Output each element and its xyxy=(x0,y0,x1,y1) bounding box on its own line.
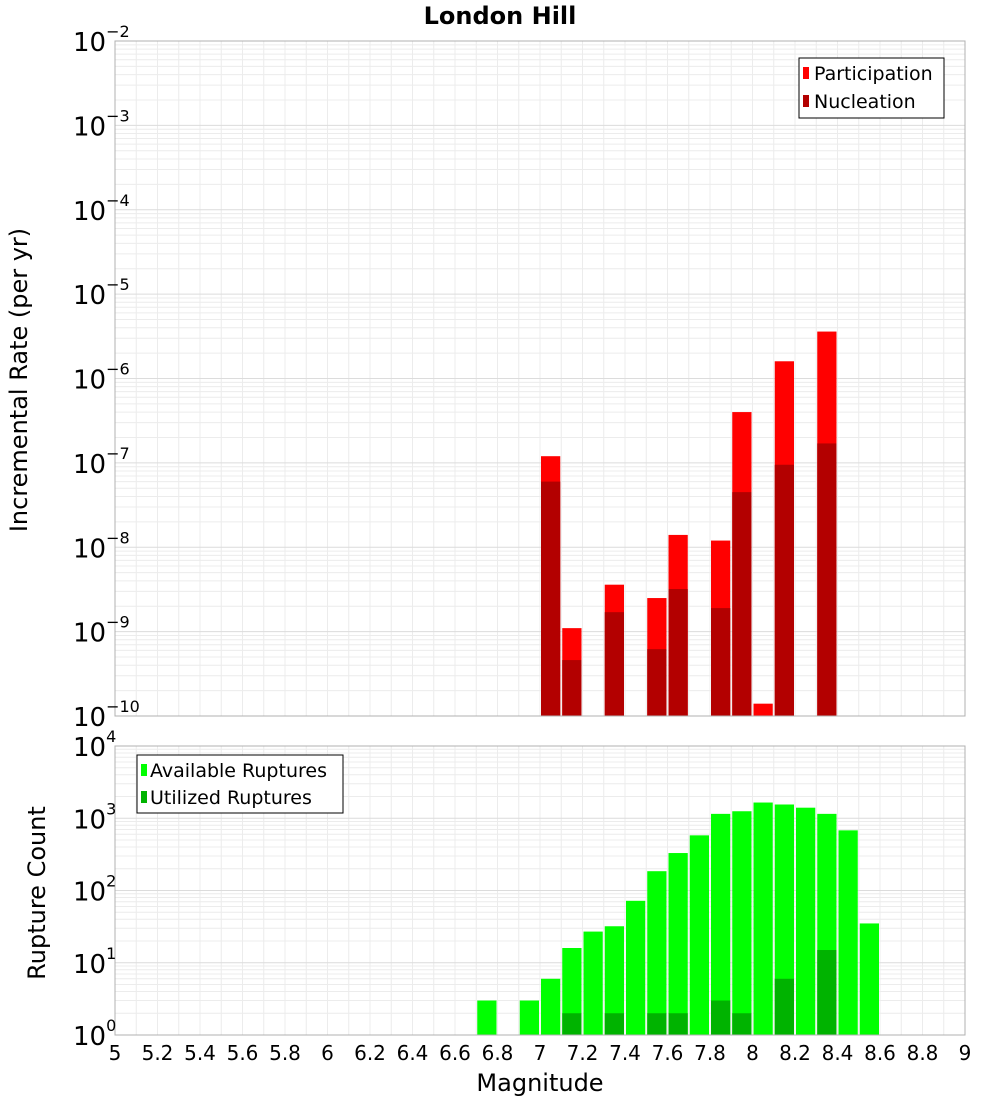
bar-utilized-ruptures-7.15 xyxy=(562,1013,582,1035)
x-axis-label: Magnitude xyxy=(476,1069,603,1097)
top-y-tick-label: 10−7 xyxy=(73,444,130,480)
x-tick-label: 5.6 xyxy=(227,1041,259,1065)
x-tick-label: 8.4 xyxy=(822,1041,854,1065)
bar-available-ruptures-7.25 xyxy=(583,931,603,1035)
top-y-axis-label: Incremental Rate (per yr) xyxy=(5,228,33,532)
bar-available-ruptures-8.45 xyxy=(838,830,858,1035)
x-tick-label: 6 xyxy=(321,1041,334,1065)
bar-nucleation-7.35 xyxy=(604,612,624,716)
bar-nucleation-7.65 xyxy=(668,589,688,716)
top-bars xyxy=(541,331,837,716)
x-tick-label: 7.6 xyxy=(652,1041,684,1065)
legend-swatch-utilized xyxy=(141,791,147,803)
bottom-y-axis-label: Rupture Count xyxy=(23,806,51,980)
bar-available-ruptures-6.95 xyxy=(519,1000,539,1035)
x-tick-label: 5.8 xyxy=(269,1041,301,1065)
top-y-tick-label: 10−6 xyxy=(73,360,130,396)
bar-available-ruptures-8.15 xyxy=(774,804,794,1035)
legend-swatch-participation xyxy=(803,67,809,79)
bottom-plot-frame xyxy=(114,745,966,1036)
x-tick-label: 5 xyxy=(109,1041,122,1065)
top-plot-frame xyxy=(114,40,966,717)
x-tick-label: 7.4 xyxy=(609,1041,641,1065)
top-y-tick-label: 10−5 xyxy=(73,275,130,311)
bar-available-ruptures-7.75 xyxy=(689,835,709,1035)
top-y-tick-label: 10−3 xyxy=(73,106,130,142)
bar-available-ruptures-7.95 xyxy=(732,811,752,1035)
x-tick-label: 6.8 xyxy=(482,1041,514,1065)
bar-utilized-ruptures-7.35 xyxy=(604,1013,624,1035)
bottom-bars xyxy=(477,802,879,1035)
bar-nucleation-8.35 xyxy=(817,443,837,716)
bottom-y-tick-label: 100 xyxy=(73,1016,116,1052)
bar-nucleation-7.95 xyxy=(732,492,752,716)
x-tick-label: 5.2 xyxy=(142,1041,174,1065)
bar-utilized-ruptures-7.55 xyxy=(647,1013,667,1035)
x-tick-label: 9 xyxy=(959,1041,972,1065)
x-tick-label: 8.6 xyxy=(864,1041,896,1065)
bar-available-ruptures-8.05 xyxy=(753,802,773,1035)
bar-available-ruptures-7.45 xyxy=(626,900,646,1035)
top-y-tick-label: 10−10 xyxy=(73,697,140,733)
bar-utilized-ruptures-7.95 xyxy=(732,1013,752,1035)
x-tick-label: 8.8 xyxy=(907,1041,939,1065)
bar-available-ruptures-8.55 xyxy=(859,923,879,1035)
x-tick-label: 6.4 xyxy=(397,1041,429,1065)
x-tick-label: 5.4 xyxy=(184,1041,216,1065)
bar-available-ruptures-7.65 xyxy=(668,853,688,1035)
x-tick-label: 8 xyxy=(746,1041,759,1065)
legend-label-available: Available Ruptures xyxy=(150,760,327,782)
top-y-tick-label: 10−4 xyxy=(73,191,130,227)
top-y-tick-label: 10−2 xyxy=(73,22,130,58)
bar-available-ruptures-7.35 xyxy=(604,926,624,1035)
bar-available-ruptures-7.05 xyxy=(541,978,561,1035)
bottom-y-tick-label: 101 xyxy=(73,944,116,980)
bar-utilized-ruptures-8.35 xyxy=(817,950,837,1035)
bottom-y-tick-label: 102 xyxy=(73,872,116,908)
top-legend: Participation Nucleation xyxy=(798,57,945,119)
x-tick-label: 6.2 xyxy=(354,1041,386,1065)
bottom-legend: Available Ruptures Utilized Ruptures xyxy=(136,754,344,814)
bar-nucleation-7.85 xyxy=(711,608,731,716)
legend-label-utilized: Utilized Ruptures xyxy=(150,787,312,809)
x-tick-label: 6.6 xyxy=(439,1041,471,1065)
bar-nucleation-8.15 xyxy=(774,464,794,716)
bar-available-ruptures-7.85 xyxy=(711,813,731,1035)
top-gridlines xyxy=(115,41,965,717)
legend-label-participation: Participation xyxy=(814,63,933,85)
bar-available-ruptures-7.55 xyxy=(647,871,667,1035)
bar-utilized-ruptures-7.65 xyxy=(668,1013,688,1035)
x-tick-label: 7.8 xyxy=(694,1041,726,1065)
bottom-y-tick-label: 104 xyxy=(73,727,116,763)
bar-utilized-ruptures-8.15 xyxy=(774,978,794,1035)
bar-available-ruptures-8.25 xyxy=(796,807,816,1035)
legend-swatch-available xyxy=(141,764,147,776)
bar-available-ruptures-6.75 xyxy=(477,1000,497,1035)
top-y-tick-label: 10−9 xyxy=(73,613,130,649)
bar-nucleation-7.15 xyxy=(562,660,582,716)
x-tick-label: 8.2 xyxy=(779,1041,811,1065)
bar-nucleation-7.55 xyxy=(647,649,667,716)
x-tick-label: 7 xyxy=(534,1041,547,1065)
bar-participation-8.05 xyxy=(753,703,773,716)
bar-utilized-ruptures-7.85 xyxy=(711,1000,731,1035)
bar-nucleation-7.05 xyxy=(541,481,561,716)
legend-swatch-nucleation xyxy=(803,95,809,107)
legend-label-nucleation: Nucleation xyxy=(814,91,916,113)
x-tick-label: 7.2 xyxy=(567,1041,599,1065)
x-ticks: 5 5.2 5.4 5.6 5.8 6 6.2 6.4 6.6 6.8 7 7.2 7.4 7.6 7.8 8… xyxy=(109,1041,972,1065)
top-y-ticks: 10−10 10−9 10−8 10−7 10−6 10−5 10−4 10−3 10−2 xyxy=(73,22,140,733)
top-y-tick-label: 10−8 xyxy=(73,528,130,564)
chart-title: London Hill xyxy=(424,2,577,30)
bottom-y-ticks: 100 101 102 103 104 xyxy=(73,727,116,1052)
bottom-y-tick-label: 103 xyxy=(73,799,116,835)
